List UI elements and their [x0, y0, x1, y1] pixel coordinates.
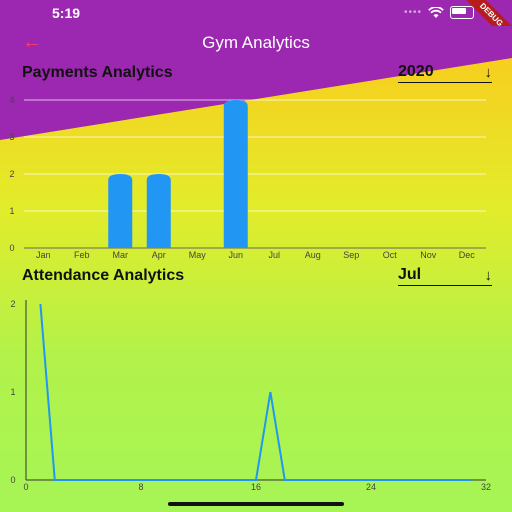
app-title: Gym Analytics: [202, 33, 310, 52]
arrow-down-icon: ↓: [484, 266, 493, 284]
payments-title: Payments Analytics: [22, 64, 173, 81]
status-bar: 5:19 •••• DEBUG: [0, 0, 512, 51]
y-tick-label: 1: [10, 387, 15, 397]
y-tick-label: 0: [10, 475, 15, 485]
x-tick-label: Sep: [343, 250, 359, 260]
battery-icon: [450, 6, 474, 19]
y-tick-label: 0: [9, 243, 14, 253]
signal-icon: ••••: [403, 7, 422, 18]
attendance-title: Attendance Analytics: [22, 267, 185, 284]
x-tick-label: Apr: [152, 250, 166, 260]
month-dropdown[interactable]: Jul ↓: [398, 266, 492, 286]
app-bar: ← Gym Analytics: [0, 26, 512, 58]
bar-mar: [108, 174, 133, 248]
arrow-down-icon: ↓: [484, 63, 493, 81]
y-tick-label: 1: [9, 206, 14, 216]
status-icons: ••••: [404, 6, 474, 19]
year-dropdown-value: 2020: [398, 63, 434, 80]
x-tick-label: Oct: [383, 250, 398, 260]
bar-apr: [146, 174, 171, 248]
x-tick-label: 24: [366, 482, 376, 492]
x-tick-label: Mar: [113, 250, 129, 260]
y-tick-label: 2: [9, 169, 14, 179]
x-tick-label: 8: [138, 482, 143, 492]
y-tick-label: 3: [9, 132, 14, 142]
year-dropdown[interactable]: 2020 ↓: [398, 63, 492, 83]
home-indicator: [168, 502, 344, 506]
x-tick-label: Jun: [228, 250, 243, 260]
y-tick-label: 2: [10, 299, 15, 309]
back-arrow-icon[interactable]: ←: [22, 31, 42, 53]
month-dropdown-value: Jul: [398, 266, 422, 283]
x-tick-label: Feb: [74, 250, 90, 260]
x-tick-label: 16: [251, 482, 261, 492]
wifi-icon: [428, 6, 444, 18]
x-tick-label: 32: [481, 482, 491, 492]
bar-jun: [223, 100, 248, 248]
attendance-series-line: [39, 303, 472, 481]
x-tick-label: Jul: [268, 250, 280, 260]
x-tick-label: Jan: [36, 250, 51, 260]
x-tick-label: 0: [23, 482, 28, 492]
y-tick-label: 4: [9, 95, 14, 105]
x-tick-label: May: [189, 250, 207, 260]
x-tick-label: Aug: [305, 250, 321, 260]
x-tick-label: Dec: [459, 250, 476, 260]
x-tick-label: Nov: [420, 250, 437, 260]
status-time: 5:19: [52, 5, 81, 21]
